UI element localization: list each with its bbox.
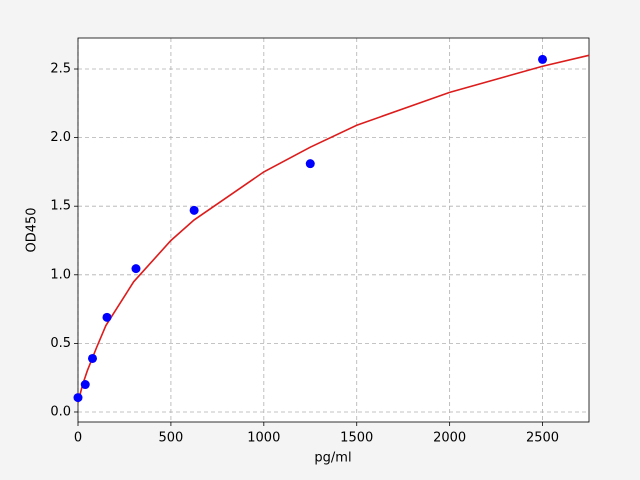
y-axis-label: OD450: [25, 207, 40, 252]
x-tick-label: 1000: [247, 431, 280, 446]
x-tick-label: 0: [74, 431, 82, 446]
x-axis-label: pg/ml: [314, 451, 351, 466]
data-point: [131, 264, 141, 274]
data-point: [87, 353, 97, 363]
y-tick-label: 2.5: [50, 62, 71, 77]
plot-area: [78, 38, 589, 422]
fit-curve: [77, 54, 590, 403]
x-tick-label: 1500: [340, 431, 373, 446]
data-point: [305, 159, 315, 169]
y-tick-label: 0.5: [50, 336, 71, 351]
plot-frame: [77, 37, 590, 423]
x-tick-label: 2500: [526, 431, 559, 446]
y-tick-label: 1.0: [50, 267, 71, 282]
y-tick-label: 0.0: [50, 404, 71, 419]
data-point: [80, 380, 90, 390]
data-point: [102, 312, 112, 322]
y-tick-label: 1.5: [50, 199, 71, 214]
x-tick-label: 500: [158, 431, 183, 446]
y-tick-label: 2.0: [50, 130, 71, 145]
data-point: [73, 393, 83, 403]
x-tick-label: 2000: [433, 431, 466, 446]
data-point: [538, 54, 548, 64]
data-point: [189, 205, 199, 215]
